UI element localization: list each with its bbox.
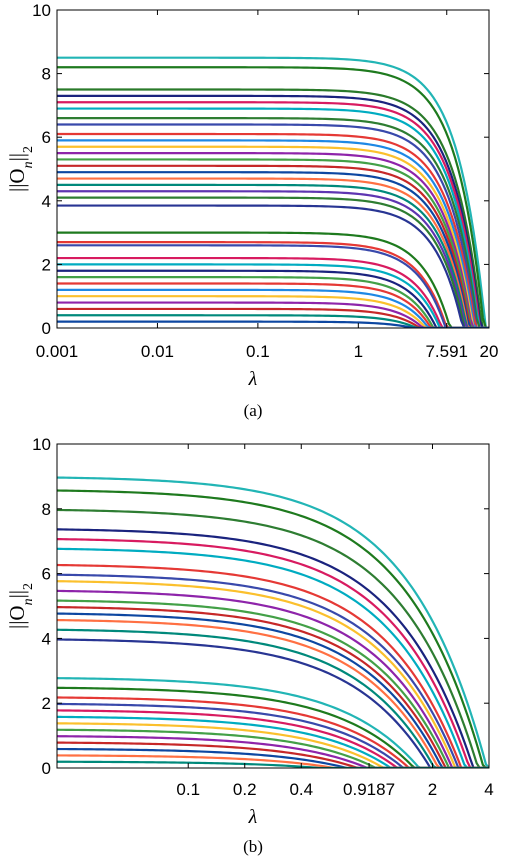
y-tick-label: 2 [42, 694, 51, 713]
y-tick-label: 2 [42, 255, 51, 274]
series-line-17 [57, 190, 489, 328]
series-line-31 [57, 307, 489, 328]
series-line-0 [57, 476, 489, 768]
series-line-13 [57, 164, 489, 328]
x-tick-label: 2 [428, 780, 437, 799]
y-tick-label: 4 [42, 629, 51, 648]
series-line-4 [57, 101, 489, 328]
series-line-25 [57, 741, 489, 768]
x-tick-label: 0.1 [176, 780, 200, 799]
series-line-20 [57, 709, 489, 768]
series-line-27 [57, 282, 489, 328]
x-axis-label: λ [248, 806, 258, 828]
y-tick-label: 0 [42, 759, 51, 778]
series-line-28 [57, 288, 489, 328]
series-line-10 [57, 145, 489, 328]
x-tick-label: 0.9187 [343, 780, 395, 799]
series-line-22 [57, 722, 489, 768]
series-line-16 [57, 677, 489, 768]
series-line-22 [57, 244, 489, 328]
series-group [57, 56, 489, 328]
y-tick-label: 10 [32, 435, 51, 454]
series-line-17 [57, 686, 489, 768]
series-line-13 [57, 618, 489, 768]
series-group [57, 476, 489, 768]
series-line-7 [57, 123, 489, 328]
x-tick-label: 1 [354, 342, 363, 361]
series-line-19 [57, 204, 489, 328]
series-line-3 [57, 94, 489, 328]
series-line-21 [57, 715, 489, 768]
plot-frame [56, 9, 490, 329]
x-tick-label: 7.591 [425, 342, 468, 361]
series-line-29 [57, 295, 489, 328]
panel-caption: (b) [243, 837, 263, 856]
series-line-5 [57, 107, 489, 328]
y-tick-label: 0 [42, 319, 51, 338]
x-tick-label: 0.4 [289, 780, 313, 799]
x-tick-label: 0.01 [141, 342, 174, 361]
x-tick-label: 0.001 [36, 342, 79, 361]
series-line-6 [57, 117, 489, 328]
series-line-8 [57, 580, 489, 768]
series-line-12 [57, 158, 489, 328]
y-tick-label: 8 [42, 500, 51, 519]
y-tick-label: 8 [42, 65, 51, 84]
x-tick-label: 4 [484, 780, 493, 799]
panel-a: 0 2 4 6 8 10 0.001 0.01 0.1 1 7.591 20 λ ||On||2 (a) [5, 1, 498, 420]
x-tick-label: 20 [480, 342, 499, 361]
series-line-28 [57, 760, 489, 768]
series-line-9 [57, 139, 489, 328]
series-line-15 [57, 638, 489, 768]
y-tick-label: 4 [42, 192, 51, 211]
series-line-30 [57, 301, 489, 328]
series-line-9 [57, 589, 489, 768]
series-line-12 [57, 612, 489, 768]
series-line-26 [57, 276, 489, 328]
y-tick-label: 6 [42, 565, 51, 584]
series-line-5 [57, 547, 489, 768]
series-line-2 [57, 508, 489, 768]
series-line-18 [57, 696, 489, 768]
panel-b: 0 2 4 6 8 10 0.1 0.2 0.4 0.9187 2 4 λ ||On||2 (b) [5, 435, 494, 856]
series-line-24 [57, 735, 489, 768]
x-tick-label: 0.2 [233, 780, 257, 799]
y-axis-label: ||On||2 [5, 146, 36, 192]
y-axis-label: ||On||2 [5, 583, 36, 629]
series-line-3 [57, 528, 489, 768]
series-line-10 [57, 599, 489, 768]
series-line-4 [57, 537, 489, 768]
series-line-26 [57, 747, 489, 768]
series-line-14 [57, 628, 489, 768]
series-line-15 [57, 177, 489, 328]
series-line-21 [57, 241, 489, 328]
plot-frame [56, 443, 490, 769]
series-line-8 [57, 132, 489, 328]
y-tick-label: 6 [42, 128, 51, 147]
series-line-33 [57, 320, 489, 328]
series-line-1 [57, 66, 489, 328]
series-line-11 [57, 152, 489, 328]
series-line-2 [57, 88, 489, 328]
x-tick-label: 0.1 [246, 342, 270, 361]
series-line-25 [57, 269, 489, 328]
series-line-27 [57, 754, 489, 768]
series-line-20 [57, 231, 489, 328]
panel-caption: (a) [244, 401, 263, 420]
y-tick-label: 10 [32, 1, 51, 20]
series-line-16 [57, 183, 489, 328]
series-line-11 [57, 605, 489, 768]
series-line-7 [57, 573, 489, 768]
series-line-0 [57, 56, 489, 328]
series-line-24 [57, 263, 489, 328]
series-line-1 [57, 489, 489, 768]
series-line-6 [57, 563, 489, 768]
x-axis-label: λ [248, 368, 258, 390]
series-line-14 [57, 171, 489, 328]
series-line-18 [57, 196, 489, 328]
series-line-23 [57, 256, 489, 328]
series-line-23 [57, 728, 489, 768]
series-line-19 [57, 702, 489, 768]
